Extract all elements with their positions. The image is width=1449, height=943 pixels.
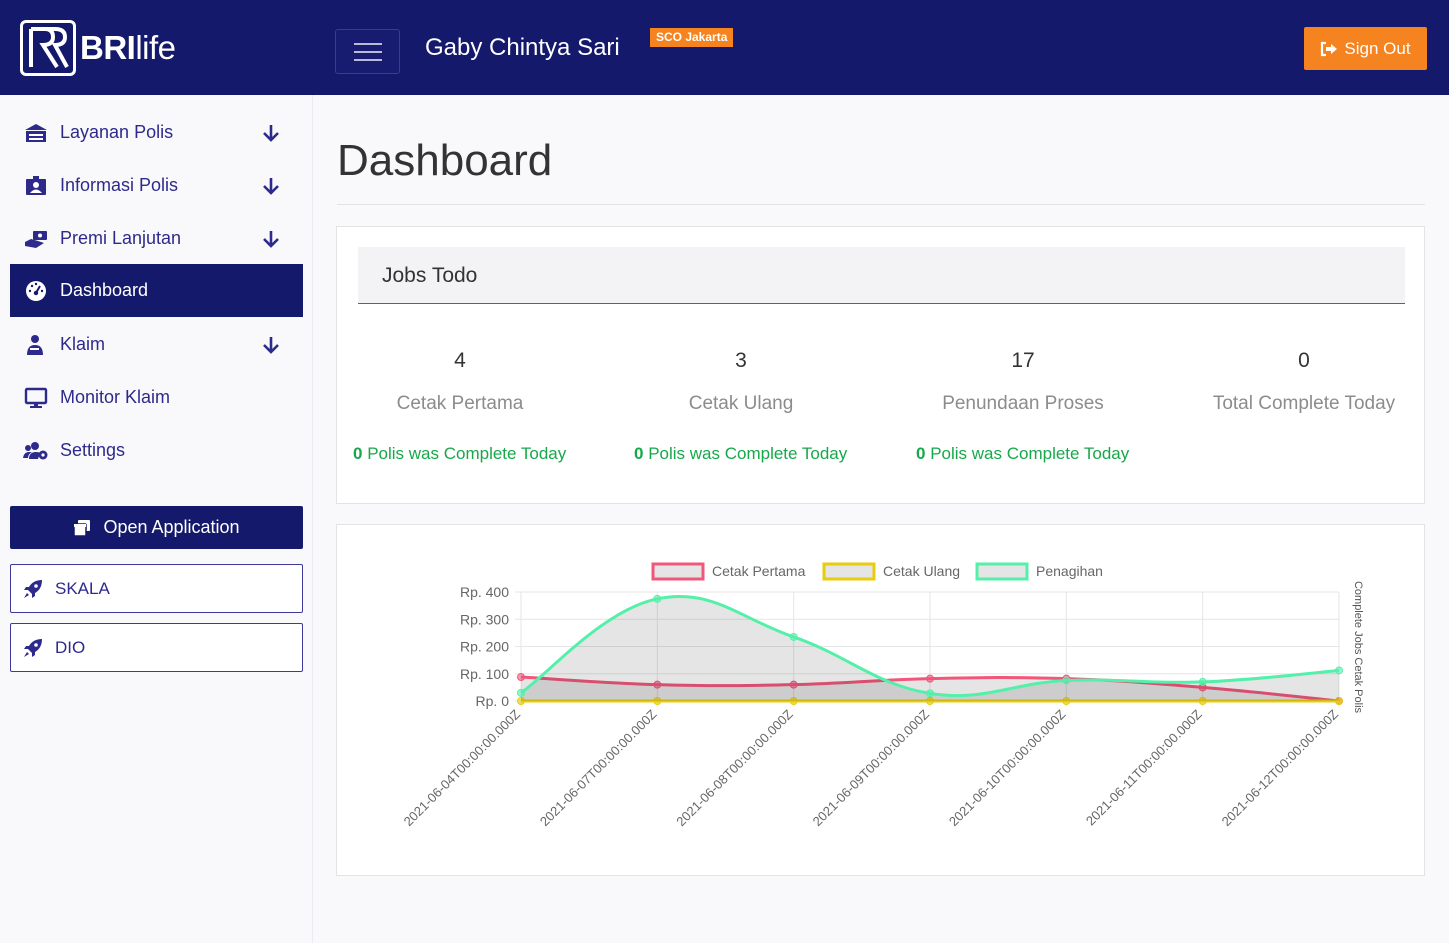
sidebar-item-settings[interactable]: Settings — [10, 424, 303, 477]
sign-out-icon — [1321, 41, 1338, 56]
menu-toggle-button[interactable] — [335, 29, 400, 74]
data-point-cetak-ulang — [517, 697, 525, 705]
data-point-penagihan — [789, 632, 798, 641]
users-cog-icon — [22, 440, 50, 462]
sign-out-button[interactable]: Sign Out — [1304, 27, 1427, 70]
stat-cetak-pertama: 4 Cetak Pertama — [319, 349, 601, 415]
data-point-cetak-ulang — [789, 697, 798, 705]
stat-total-complete-today: 0 Total Complete Today — [1163, 349, 1445, 415]
legend-label: Penagihan — [1036, 563, 1103, 579]
data-point-cetak-pertama — [789, 680, 798, 689]
x-tick-label: 2021-06-12T00:00:00.000Z — [1219, 706, 1342, 829]
building-icon — [22, 122, 50, 144]
complete-today-note: 0 Polis was Complete Today — [634, 444, 848, 463]
hamburger-icon — [353, 42, 382, 45]
stat-label: Total Complete Today — [1212, 393, 1396, 414]
data-point-cetak-ulang — [926, 697, 934, 705]
data-point-penagihan — [926, 689, 934, 698]
brand-name: BRIlife — [80, 29, 176, 66]
data-point-cetak-pertama — [517, 673, 525, 682]
complete-today-note: 0 Polis was Complete Today — [916, 444, 1130, 463]
stat-count: 4 — [454, 349, 466, 372]
arrow-down-icon — [263, 337, 279, 354]
user-name: Gaby Chintya Sari — [425, 34, 620, 61]
data-point-penagihan — [517, 688, 525, 697]
stat-label: Penundaan Proses — [942, 393, 1104, 414]
stat-label: Cetak Ulang — [688, 393, 794, 414]
stat-label: Cetak Pertama — [396, 393, 524, 414]
legend-label: Cetak Pertama — [712, 563, 806, 579]
title-divider — [337, 204, 1425, 205]
data-point-cetak-ulang — [1198, 697, 1207, 705]
sidebar-item-dashboard[interactable]: Dashboard — [10, 264, 303, 317]
rocket-icon — [24, 579, 42, 598]
hand-money-icon — [22, 228, 50, 250]
x-tick-label: 2021-06-08T00:00:00.000Z — [673, 706, 796, 829]
data-point-cetak-ulang — [1335, 697, 1343, 705]
legend-swatch — [975, 562, 1029, 581]
legend-swatch — [822, 562, 876, 581]
branch-badge: SCO Jakarta — [650, 28, 734, 47]
legend-swatch — [651, 562, 705, 581]
gauge-icon — [22, 280, 50, 302]
skala-app-button[interactable]: SKALA — [10, 564, 303, 613]
sidebar-item-layanan-polis[interactable]: Layanan Polis — [10, 106, 303, 159]
y-tick-label: Rp. 200 — [460, 639, 509, 655]
page-title: Dashboard — [337, 136, 553, 185]
right-axis-label: Complete Jobs Cetak Polis — [1352, 581, 1364, 714]
series-area-penagihan — [521, 596, 1339, 701]
sidebar-item-informasi-polis[interactable]: Informasi Polis — [10, 159, 303, 212]
complete-jobs-chart-card: Rp. 0 Rp. 100 Rp. 200 Rp. 300 Rp. 400 2021-06… — [336, 524, 1425, 876]
sidebar-item-klaim[interactable]: Klaim — [10, 318, 303, 371]
data-point-penagihan — [653, 594, 662, 603]
x-tick-label: 2021-06-07T00:00:00.000Z — [537, 706, 660, 829]
jobs-todo-card: Jobs Todo 4 Cetak Pertama 3 Cetak Ulang … — [336, 226, 1425, 504]
window-restore-icon — [73, 519, 91, 537]
data-point-cetak-ulang — [653, 697, 662, 705]
data-point-penagihan — [1062, 676, 1071, 685]
bri-logo-icon — [20, 20, 76, 76]
stat-count: 0 — [1298, 349, 1310, 372]
x-tick-label: 2021-06-09T00:00:00.000Z — [810, 706, 933, 829]
top-navbar: BRIlife Gaby Chintya Sari SCO Jakarta Si… — [0, 0, 1449, 95]
x-tick-label: 2021-06-10T00:00:00.000Z — [946, 706, 1069, 829]
data-point-cetak-ulang — [1062, 697, 1071, 705]
y-tick-label: Rp. 300 — [460, 611, 509, 627]
y-tick-label: Rp. 100 — [460, 666, 509, 682]
sidebar: Layanan Polis Informasi Polis Premi Lanj… — [0, 95, 313, 943]
jobs-todo-title: Jobs Todo — [382, 264, 478, 287]
open-application-button[interactable]: Open Application — [10, 506, 303, 549]
id-badge-icon — [22, 175, 50, 197]
y-tick-label: Rp. 0 — [476, 693, 510, 709]
stat-cetak-ulang: 3 Cetak Ulang — [600, 349, 882, 415]
arrow-down-icon — [263, 231, 279, 248]
user-shield-icon — [22, 334, 50, 356]
sidebar-item-monitor-klaim[interactable]: Monitor Klaim — [10, 371, 303, 424]
stat-penundaan-proses: 17 Penundaan Proses — [882, 349, 1164, 415]
jobs-todo-header: Jobs Todo — [358, 247, 1405, 304]
y-tick-label: Rp. 400 — [460, 584, 509, 600]
complete-today-note: 0 Polis was Complete Today — [353, 444, 567, 463]
complete-jobs-chart: Rp. 0 Rp. 100 Rp. 200 Rp. 300 Rp. 400 2021-06… — [401, 562, 1364, 829]
x-tick-label: 2021-06-11T00:00:00.000Z — [1083, 706, 1205, 828]
arrow-down-icon — [263, 125, 279, 142]
x-tick-label: 2021-06-04T00:00:00.000Z — [401, 706, 524, 829]
sidebar-item-premi-lanjutan[interactable]: Premi Lanjutan — [10, 212, 303, 265]
monitor-icon — [22, 387, 50, 409]
legend-label: Cetak Ulang — [883, 563, 960, 579]
data-point-cetak-pertama — [653, 680, 662, 689]
data-point-penagihan — [1198, 677, 1207, 686]
data-point-penagihan — [1335, 666, 1343, 675]
dio-app-button[interactable]: DIO — [10, 623, 303, 672]
brand-logo[interactable]: BRIlife — [20, 20, 176, 76]
data-point-cetak-pertama — [926, 674, 934, 683]
rocket-icon — [24, 638, 42, 657]
stat-count: 17 — [1011, 349, 1035, 372]
arrow-down-icon — [263, 178, 279, 195]
stat-count: 3 — [735, 349, 747, 372]
